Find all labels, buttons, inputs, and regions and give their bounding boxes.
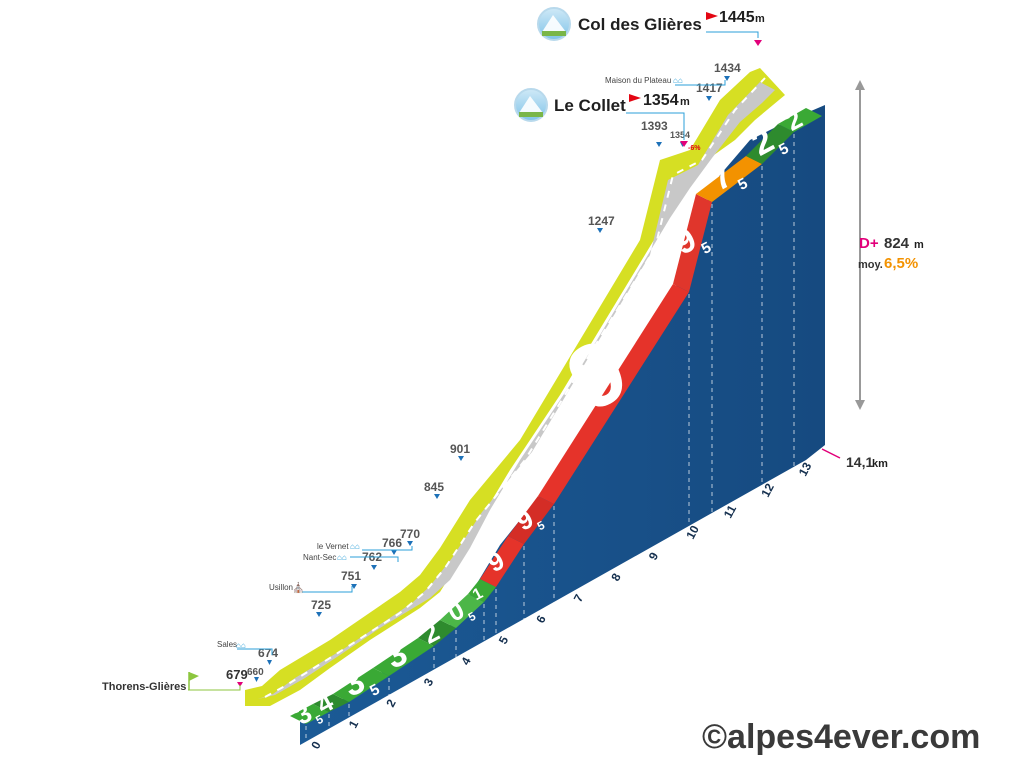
alt-label: 1247 — [588, 214, 615, 228]
profile-side — [300, 105, 825, 745]
summit-unit: m — [755, 13, 765, 25]
total-distance-unit: km — [872, 458, 888, 470]
flag-icon — [706, 12, 718, 20]
gradient-segment — [333, 668, 389, 702]
km-tick-label: 7 — [571, 592, 587, 605]
km-tick-label: 2 — [383, 697, 399, 710]
start-name: Thorens-Glières — [102, 681, 186, 693]
marker-triangle — [706, 96, 712, 101]
locality-leaders — [188, 80, 726, 691]
summit-unit: m — [680, 96, 690, 108]
alt-label: 674 — [258, 646, 278, 660]
alt-label: 901 — [450, 442, 470, 456]
marker-triangle — [597, 228, 603, 233]
gradient-segment — [746, 124, 794, 164]
locality-sales: Sales — [217, 640, 237, 649]
km-tick-label: 0 — [308, 739, 324, 752]
dplus-unit: m — [914, 239, 924, 251]
house-icon: ⌂⌂ — [337, 553, 347, 562]
elevation-arrow — [855, 80, 865, 410]
km-tick-label: 5 — [496, 634, 512, 647]
average-gradient: 6,5% — [884, 255, 918, 272]
gradient-segment — [538, 284, 689, 504]
alt-label: 679 — [226, 667, 248, 682]
gradient-segment — [418, 620, 456, 646]
church-icon: ⛪ — [292, 581, 304, 594]
locality-le-vernet: le Vernet — [317, 542, 349, 551]
marker-triangle — [434, 494, 440, 499]
km-tick-label: 9 — [646, 550, 662, 563]
gradient-segment — [373, 638, 434, 676]
marker-triangle — [391, 550, 397, 555]
alt-label: 1417 — [696, 81, 723, 95]
km-tick-label: 10 — [683, 523, 702, 542]
dplus-label: D+ — [859, 235, 879, 252]
gradient-segment — [290, 704, 329, 724]
km-tick-label: 12 — [758, 481, 777, 500]
summit-name: Col des Glières — [578, 15, 702, 34]
alt-label: 660 — [247, 667, 264, 678]
summit-name: Le Collet — [554, 96, 626, 115]
start-flag-icon — [189, 672, 199, 681]
total-distance: 14,1 — [846, 454, 873, 470]
average-label: moy. — [858, 259, 883, 271]
road-centerline — [264, 77, 766, 698]
locality-usillon: Usillon — [269, 583, 293, 592]
gradient-segment — [778, 108, 822, 132]
alt-label: 1354 — [670, 130, 690, 140]
marker-triangle — [407, 541, 413, 546]
locality-maison-plateau: Maison du Plateau — [605, 76, 671, 85]
alt-label: 766 — [382, 536, 402, 550]
copyright: ©alpes4ever.com — [702, 718, 980, 756]
gradient-segment — [508, 496, 554, 544]
gradient-segment — [696, 156, 762, 202]
alt-label: 1393 — [641, 119, 668, 133]
locality-nant-sec: Nant-Sec — [303, 553, 336, 562]
negative-gradient-label: -6% — [688, 145, 701, 152]
summit-le-collet: Le Collet 1354 m — [514, 88, 690, 147]
alt-label: 770 — [400, 527, 420, 541]
house-icon: ⌂⌂ — [673, 76, 683, 85]
marker-triangle — [267, 660, 272, 665]
gradient-segments — [290, 108, 822, 742]
house-icon: ⌂⌂ — [350, 542, 360, 551]
km-tick-label: 13 — [796, 460, 815, 479]
summit-col-des-glieres: Col des Glières 1445 m — [537, 7, 765, 46]
dplus-value: 824 — [884, 235, 910, 252]
house-icon: ⌂⌂ — [236, 641, 246, 650]
road-edge — [245, 68, 785, 706]
marker-triangle — [724, 76, 730, 81]
marker-triangle — [371, 565, 377, 570]
gradient-segment — [440, 594, 484, 628]
km-tick-label: 6 — [533, 613, 549, 626]
km-tick-label: 8 — [608, 571, 624, 584]
km-tick-label: 1 — [346, 718, 362, 731]
gradient-segment — [480, 536, 524, 587]
marker-triangle — [316, 612, 322, 617]
marker-triangle — [458, 456, 464, 461]
alt-label: 845 — [424, 480, 444, 494]
alt-label: 725 — [311, 598, 331, 612]
summit-altitude: 1445 — [719, 9, 755, 26]
summit-altitude: 1354 — [643, 92, 679, 109]
km-tick-label: 4 — [458, 655, 474, 668]
marker-triangle — [254, 677, 259, 682]
km-tick-label: 11 — [721, 502, 739, 520]
gradient-segment — [673, 194, 712, 292]
alt-label: 1434 — [714, 61, 741, 75]
marker-triangle — [656, 142, 662, 147]
marker-triangle — [351, 584, 357, 589]
marker-triangle — [237, 682, 243, 687]
gradient-segment — [468, 579, 496, 602]
km-tick-label: 3 — [421, 676, 437, 689]
gradient-segment — [313, 694, 349, 712]
flag-icon — [629, 94, 641, 102]
alt-label: 751 — [341, 569, 361, 583]
